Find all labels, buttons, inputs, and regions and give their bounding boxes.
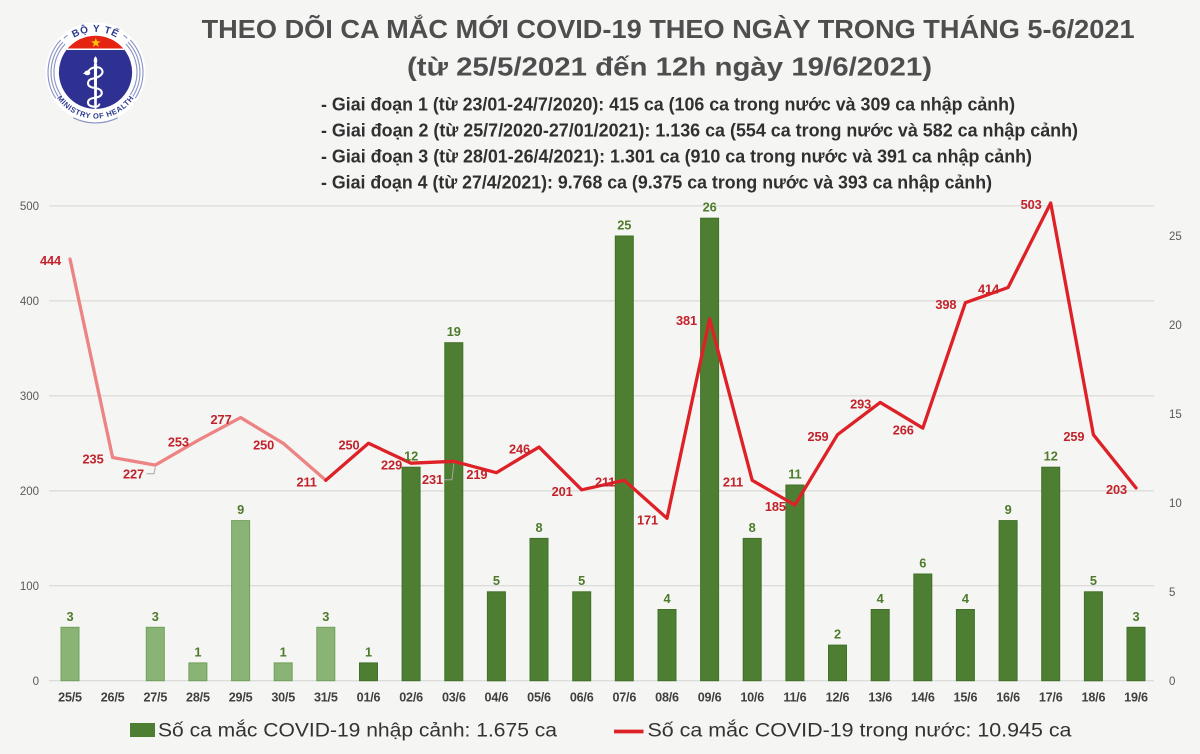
svg-text:20: 20 bbox=[1169, 320, 1182, 332]
svg-text:100: 100 bbox=[20, 581, 39, 593]
svg-text:11/6: 11/6 bbox=[783, 691, 806, 705]
svg-text:4: 4 bbox=[877, 591, 885, 606]
svg-text:293: 293 bbox=[850, 397, 871, 412]
svg-text:253: 253 bbox=[168, 435, 189, 450]
svg-text:17/6: 17/6 bbox=[1039, 691, 1063, 705]
svg-text:THEO DÕI CA MẮC MỚI COVID-19 T: THEO DÕI CA MẮC MỚI COVID-19 THEO NGÀY T… bbox=[202, 14, 1135, 44]
svg-text:231: 231 bbox=[422, 472, 443, 487]
svg-text:8: 8 bbox=[535, 520, 542, 535]
svg-text:Số ca mắc COVID-19 trong nước:: Số ca mắc COVID-19 trong nước: 10.945 ca bbox=[648, 720, 1072, 742]
svg-text:185: 185 bbox=[765, 499, 786, 514]
svg-text:5: 5 bbox=[1090, 573, 1097, 588]
svg-text:201: 201 bbox=[552, 484, 573, 499]
svg-text:26/5: 26/5 bbox=[101, 691, 125, 705]
svg-text:25/5: 25/5 bbox=[58, 691, 82, 705]
svg-text:246: 246 bbox=[509, 441, 530, 456]
svg-text:03/6: 03/6 bbox=[442, 691, 466, 705]
svg-text:- Giai đoạn 2 (từ 25/7/2020-27: - Giai đoạn 2 (từ 25/7/2020-27/01/2021):… bbox=[321, 121, 1078, 141]
svg-text:4: 4 bbox=[663, 591, 671, 606]
svg-text:266: 266 bbox=[893, 422, 914, 437]
svg-text:8: 8 bbox=[749, 520, 756, 535]
svg-text:- Giai đoạn 1 (từ 23/01-24/7/2: - Giai đoạn 1 (từ 23/01-24/7/2020): 415 … bbox=[321, 95, 1015, 115]
svg-text:0: 0 bbox=[1169, 676, 1175, 688]
svg-text:11: 11 bbox=[788, 467, 801, 482]
svg-text:- Giai đoạn 4 (từ 27/4/2021):: - Giai đoạn 4 (từ 27/4/2021): 9.768 ca (… bbox=[321, 173, 992, 193]
svg-text:1: 1 bbox=[280, 644, 287, 659]
svg-text:19: 19 bbox=[447, 324, 461, 339]
svg-text:5: 5 bbox=[578, 573, 585, 588]
svg-text:500: 500 bbox=[20, 201, 39, 213]
svg-text:19/6: 19/6 bbox=[1124, 691, 1148, 705]
svg-text:27/5: 27/5 bbox=[143, 691, 167, 705]
svg-text:1: 1 bbox=[365, 644, 372, 659]
svg-text:02/6: 02/6 bbox=[399, 691, 423, 705]
svg-text:25: 25 bbox=[1169, 231, 1182, 243]
svg-text:31/5: 31/5 bbox=[314, 691, 338, 705]
svg-text:(từ 25/5/2021 đến 12h ngày 19/: (từ 25/5/2021 đến 12h ngày 19/6/2021) bbox=[407, 52, 932, 82]
svg-text:15/6: 15/6 bbox=[954, 691, 978, 705]
svg-text:05/6: 05/6 bbox=[527, 691, 551, 705]
svg-text:12/6: 12/6 bbox=[826, 691, 850, 705]
svg-text:0: 0 bbox=[33, 676, 39, 688]
svg-text:3: 3 bbox=[1132, 609, 1139, 624]
svg-text:10/6: 10/6 bbox=[740, 691, 764, 705]
svg-text:16/6: 16/6 bbox=[996, 691, 1020, 705]
svg-text:211: 211 bbox=[296, 475, 316, 490]
svg-text:26: 26 bbox=[703, 200, 717, 215]
svg-text:250: 250 bbox=[338, 438, 359, 453]
svg-text:414: 414 bbox=[978, 282, 1000, 297]
svg-text:381: 381 bbox=[676, 313, 697, 328]
svg-text:211: 211 bbox=[595, 475, 615, 490]
svg-text:503: 503 bbox=[1021, 197, 1042, 212]
svg-text:211: 211 bbox=[723, 475, 743, 490]
svg-text:229: 229 bbox=[381, 457, 402, 472]
svg-text:4: 4 bbox=[962, 591, 970, 606]
svg-text:10: 10 bbox=[1169, 498, 1182, 510]
svg-text:444: 444 bbox=[40, 253, 62, 268]
svg-text:9: 9 bbox=[1005, 502, 1012, 517]
svg-text:BỘ Y TẾ: BỘ Y TẾ bbox=[70, 22, 121, 40]
svg-text:- Giai đoạn 3 (từ 28/01-26/4/2: - Giai đoạn 3 (từ 28/01-26/4/2021): 1.30… bbox=[321, 147, 1032, 167]
svg-text:Số ca mắc COVID-19 nhập cảnh:: Số ca mắc COVID-19 nhập cảnh: 1.675 ca bbox=[158, 720, 557, 742]
svg-text:04/6: 04/6 bbox=[485, 691, 509, 705]
svg-text:1: 1 bbox=[194, 644, 201, 659]
svg-text:398: 398 bbox=[935, 297, 956, 312]
svg-text:250: 250 bbox=[253, 438, 274, 453]
svg-text:259: 259 bbox=[1063, 429, 1084, 444]
svg-text:5: 5 bbox=[1169, 587, 1175, 599]
svg-text:06/6: 06/6 bbox=[570, 691, 594, 705]
svg-text:12: 12 bbox=[404, 449, 418, 464]
svg-text:3: 3 bbox=[322, 609, 329, 624]
svg-text:07/6: 07/6 bbox=[612, 691, 636, 705]
svg-text:227: 227 bbox=[123, 467, 144, 482]
svg-text:01/6: 01/6 bbox=[357, 691, 381, 705]
svg-text:219: 219 bbox=[466, 467, 487, 482]
svg-text:14/6: 14/6 bbox=[911, 691, 935, 705]
svg-text:203: 203 bbox=[1106, 482, 1127, 497]
svg-text:277: 277 bbox=[211, 412, 232, 427]
svg-text:9: 9 bbox=[237, 502, 244, 517]
svg-text:2: 2 bbox=[834, 627, 841, 642]
svg-text:235: 235 bbox=[83, 452, 104, 467]
svg-text:5: 5 bbox=[493, 573, 500, 588]
svg-text:15: 15 bbox=[1169, 409, 1182, 421]
svg-text:200: 200 bbox=[20, 486, 39, 498]
svg-text:29/5: 29/5 bbox=[229, 691, 253, 705]
svg-text:3: 3 bbox=[66, 609, 73, 624]
svg-text:18/6: 18/6 bbox=[1082, 691, 1106, 705]
svg-text:171: 171 bbox=[637, 513, 658, 528]
svg-text:259: 259 bbox=[807, 429, 828, 444]
svg-text:12: 12 bbox=[1044, 449, 1058, 464]
svg-text:13/6: 13/6 bbox=[868, 691, 892, 705]
svg-text:08/6: 08/6 bbox=[655, 691, 679, 705]
svg-text:6: 6 bbox=[919, 556, 926, 571]
svg-text:300: 300 bbox=[20, 391, 39, 403]
svg-text:30/5: 30/5 bbox=[271, 691, 295, 705]
svg-text:09/6: 09/6 bbox=[698, 691, 722, 705]
svg-text:3: 3 bbox=[152, 609, 159, 624]
svg-text:25: 25 bbox=[617, 218, 631, 233]
svg-text:28/5: 28/5 bbox=[186, 691, 210, 705]
svg-text:400: 400 bbox=[20, 296, 39, 308]
